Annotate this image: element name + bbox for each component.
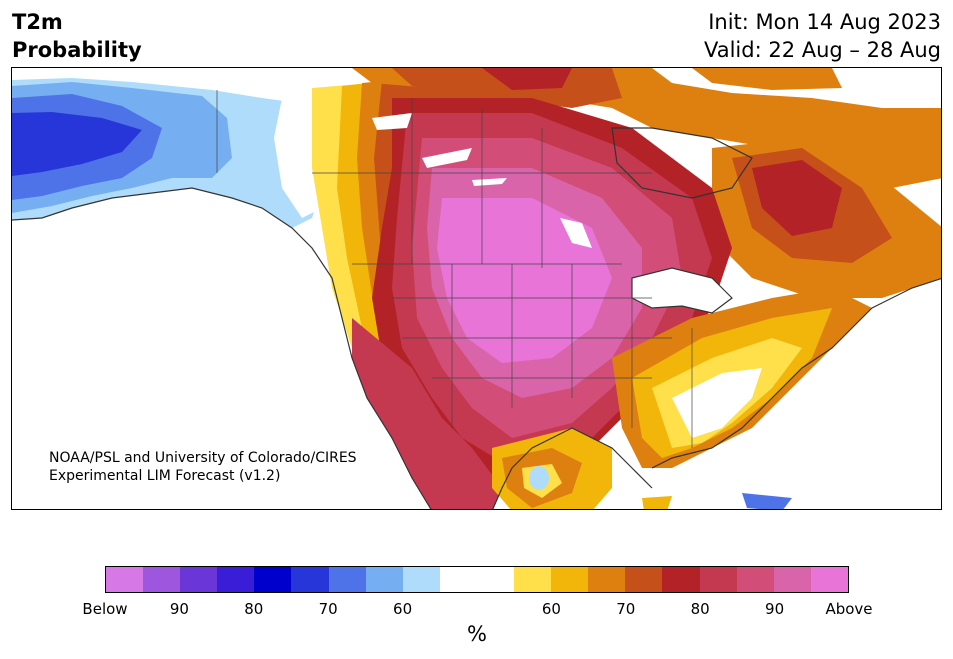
forecast-map	[11, 67, 942, 510]
north-america-map	[12, 68, 941, 509]
colorbar-segment	[625, 567, 663, 592]
init-date: Init: Mon 14 Aug 2023	[708, 10, 941, 34]
colorbar-segment	[180, 567, 218, 592]
colorbar-segment	[588, 567, 626, 592]
forecast-dates: Init: Mon 14 Aug 2023 Valid: 22 Aug – 28…	[704, 8, 941, 64]
colorbar-tick-label: 80	[244, 600, 264, 618]
probability-colorbar	[105, 566, 849, 593]
colorbar-segment	[439, 567, 477, 592]
colorbar-segment	[699, 567, 737, 592]
colorbar-segment	[217, 567, 255, 592]
colorbar-tick-label: 80	[690, 600, 710, 618]
colorbar-segment	[810, 567, 848, 592]
colorbar-tick-label: 70	[318, 600, 338, 618]
colorbar-tick-label: 90	[765, 600, 785, 618]
colorbar-segment	[514, 567, 552, 592]
data-credit: NOAA/PSL and University of Colorado/CIRE…	[49, 449, 357, 485]
valid-range: Valid: 22 Aug – 28 Aug	[703, 38, 941, 62]
colorbar-segment	[551, 567, 589, 592]
colorbar-tick-label: 60	[541, 600, 561, 618]
variable-label: T2m	[12, 10, 63, 34]
colorbar-tick-label: 70	[616, 600, 636, 618]
credit-line-2: Experimental LIM Forecast (v1.2)	[49, 468, 281, 484]
colorbar-segment	[662, 567, 700, 592]
colorbar-segment	[773, 567, 811, 592]
colorbar-segment	[402, 567, 440, 592]
map-title: T2m Probability	[12, 8, 142, 64]
colorbar-segment	[143, 567, 181, 592]
colorbar-tick-label: 90	[169, 600, 189, 618]
colorbar-segment	[291, 567, 329, 592]
colorbar-unit: %	[467, 622, 487, 646]
colorbar-segment	[328, 567, 366, 592]
credit-line-1: NOAA/PSL and University of Colorado/CIRE…	[49, 450, 357, 466]
colorbar-tick-label: 60	[393, 600, 413, 618]
colorbar-tick-label: Above	[825, 600, 873, 618]
colorbar-segment	[736, 567, 774, 592]
product-label: Probability	[12, 38, 142, 62]
colorbar-segment	[476, 567, 515, 592]
colorbar-segment	[106, 567, 144, 592]
colorbar-segment	[254, 567, 292, 592]
colorbar-tick-label: Below	[82, 600, 128, 618]
colorbar-segment	[365, 567, 403, 592]
